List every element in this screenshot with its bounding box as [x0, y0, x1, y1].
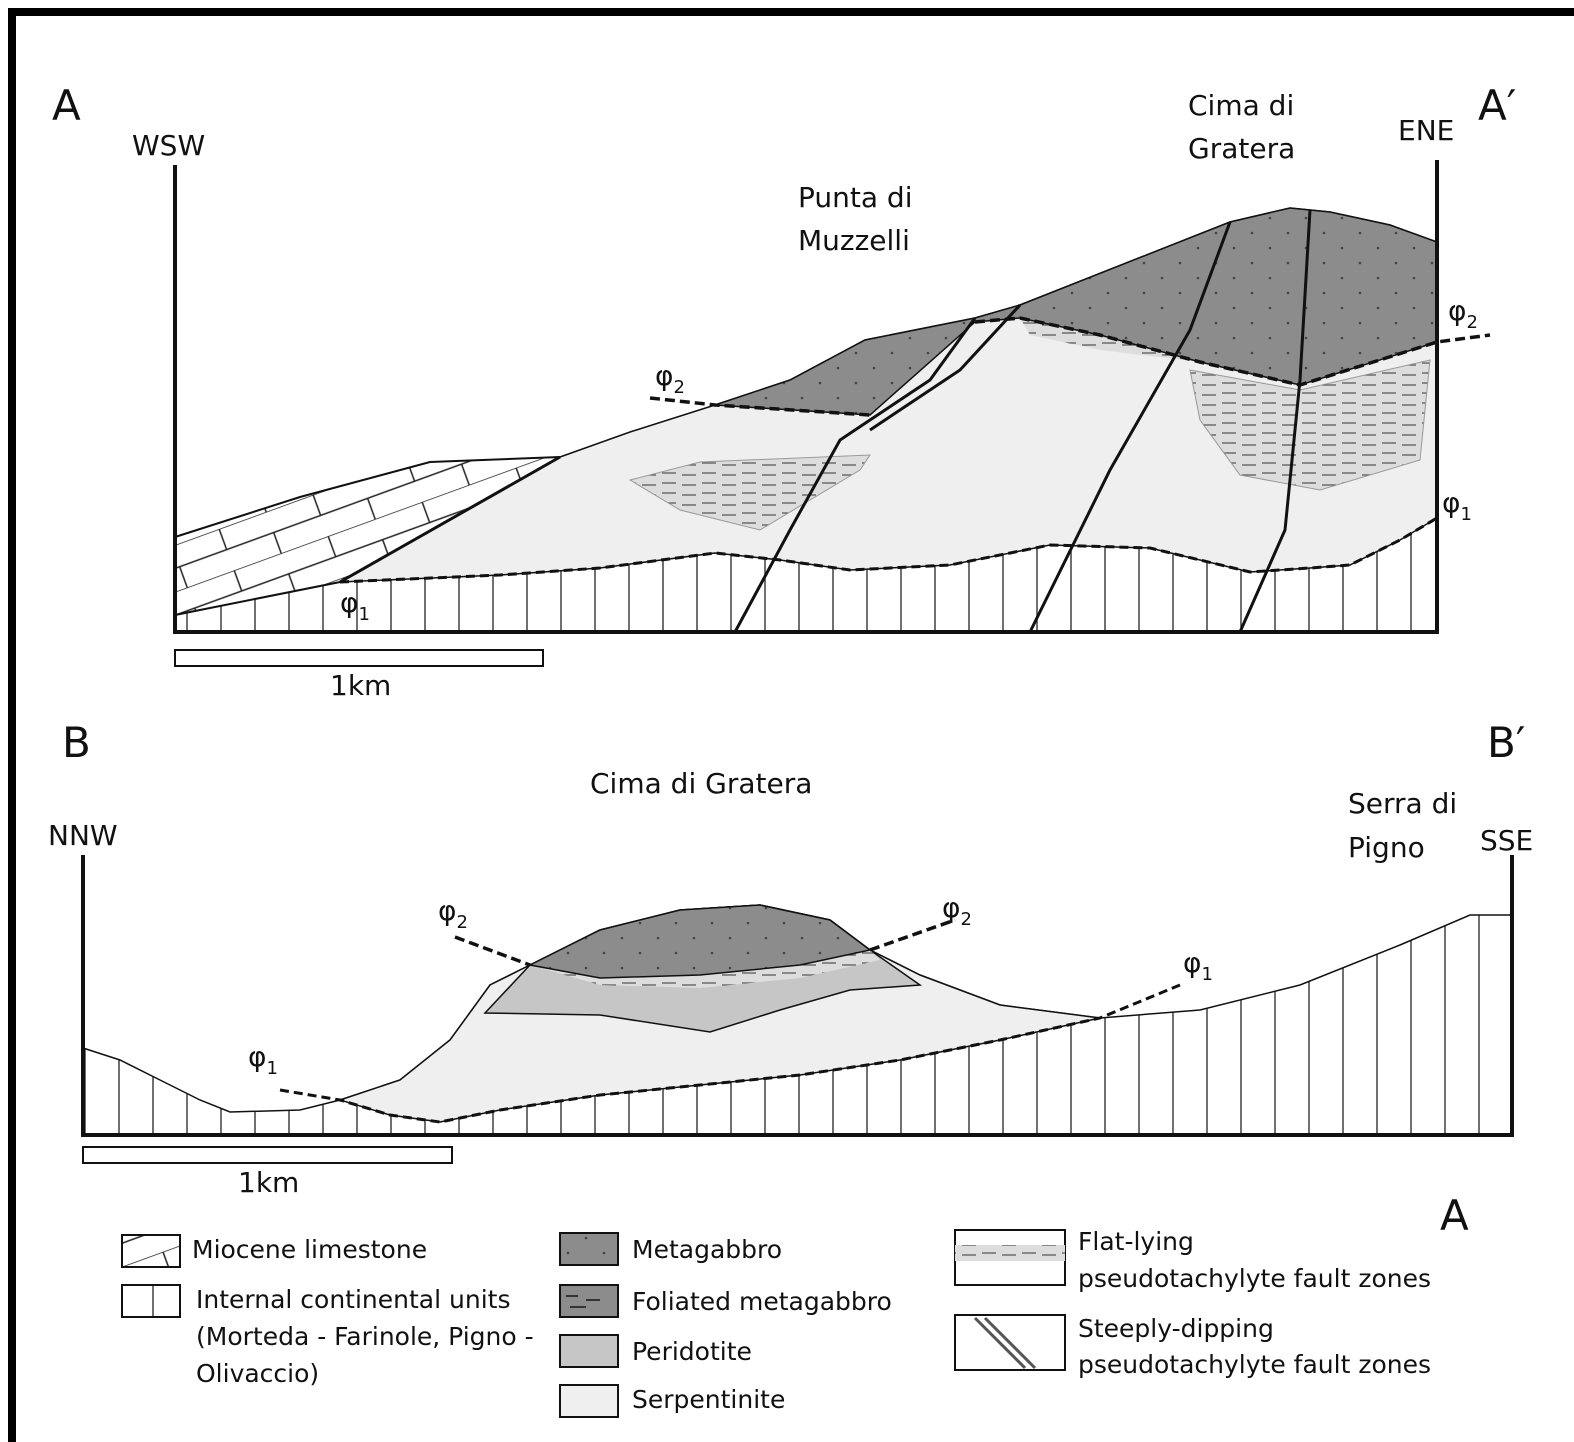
phi-index: 1	[266, 1058, 277, 1079]
legend-label: Serpentinite	[632, 1385, 785, 1414]
legend-label: Flat-lying	[1078, 1227, 1194, 1256]
legend-label: Olivaccio)	[196, 1359, 319, 1388]
section-a: A A′ WSW ENE Punta di Muzzelli Cima di G…	[52, 81, 1516, 702]
fault-label: φ1	[1183, 946, 1213, 985]
peak-name: Cima di	[1188, 89, 1294, 122]
scale-bar	[175, 650, 543, 666]
section-label: A′	[1478, 81, 1516, 130]
scale-bar	[83, 1147, 452, 1163]
section-b: B B′ NNW SSE Cima di Gratera Serra di Pi…	[48, 718, 1533, 1199]
section-label: B	[62, 718, 91, 767]
peak-name: Gratera	[1188, 132, 1295, 165]
phi: φ	[438, 894, 456, 927]
legend-label: Internal continental units	[196, 1285, 510, 1314]
direction: WSW	[132, 129, 205, 162]
legend-swatch	[560, 1233, 618, 1265]
phi-index: 2	[456, 912, 467, 933]
fault-label: φ1	[1442, 486, 1472, 525]
legend-label: (Morteda - Farinole, Pigno -	[196, 1322, 534, 1351]
phi: φ	[1183, 946, 1201, 979]
legend: Miocene limestone Internal continental u…	[122, 1227, 1431, 1417]
page: {"section_a":{"label":"A","label_end":"A…	[0, 0, 1574, 1442]
peak-name: Serra di	[1348, 787, 1457, 820]
legend-label: Miocene limestone	[192, 1235, 427, 1264]
phi: φ	[1448, 294, 1466, 327]
legend-label: pseudotachylyte fault zones	[1078, 1264, 1431, 1293]
section-label: B′	[1487, 718, 1525, 767]
legend-label: Foliated metagabbro	[632, 1287, 892, 1316]
phi: φ	[340, 586, 358, 619]
peak-name: Cima di Gratera	[590, 767, 812, 800]
direction: SSE	[1480, 824, 1533, 857]
legend-label: pseudotachylyte fault zones	[1078, 1350, 1431, 1379]
phi-index: 1	[358, 604, 369, 625]
phi: φ	[942, 891, 960, 924]
phi-index: 2	[673, 377, 684, 398]
legend-swatch	[122, 1235, 180, 1267]
section-label: A	[52, 81, 81, 130]
phi-index: 1	[1460, 504, 1471, 525]
phi: φ	[655, 359, 673, 392]
phi-index: 2	[960, 909, 971, 930]
scale-label: 1km	[330, 669, 391, 702]
legend-label: Steeply-dipping	[1078, 1314, 1274, 1343]
peak-name: Muzzelli	[798, 224, 910, 257]
peak-name: Pigno	[1348, 831, 1425, 864]
peak-name: Punta di	[798, 181, 912, 214]
fault-label: φ2	[1448, 294, 1478, 333]
fault-label: φ2	[655, 359, 685, 398]
fault-label: φ1	[248, 1040, 278, 1079]
direction: ENE	[1398, 114, 1454, 147]
legend-swatch-mark	[955, 1245, 1065, 1261]
diagram: A A′ WSW ENE Punta di Muzzelli Cima di G…	[0, 0, 1574, 1442]
direction: NNW	[48, 819, 118, 852]
legend-label: Peridotite	[632, 1337, 752, 1366]
legend-swatch	[122, 1285, 180, 1317]
legend-swatch	[560, 1335, 618, 1367]
phi: φ	[248, 1040, 266, 1073]
legend-label: Metagabbro	[632, 1235, 782, 1264]
panel-label: A	[1440, 1191, 1469, 1240]
phi-index: 2	[1466, 312, 1477, 333]
phi-index: 1	[1201, 964, 1212, 985]
phi: φ	[1442, 486, 1460, 519]
legend-swatch	[560, 1385, 618, 1417]
scale-label: 1km	[238, 1166, 299, 1199]
fault-label: φ2	[438, 894, 468, 933]
